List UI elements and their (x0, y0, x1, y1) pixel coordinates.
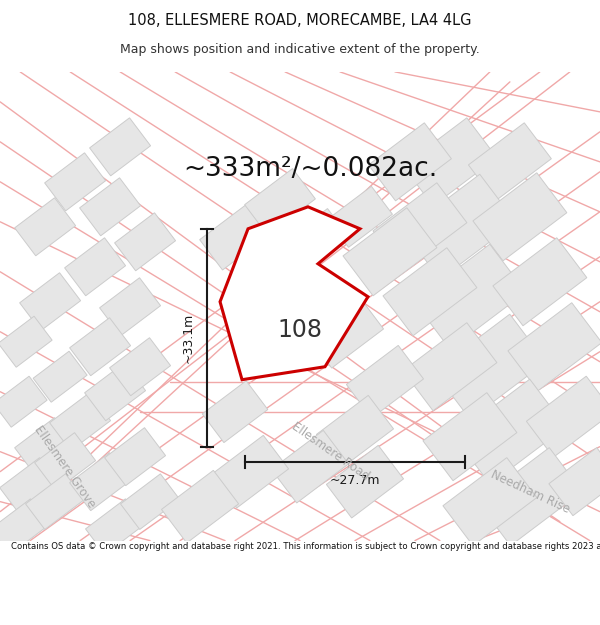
Polygon shape (307, 296, 383, 368)
Polygon shape (65, 238, 125, 296)
Polygon shape (403, 322, 497, 411)
Polygon shape (469, 123, 551, 201)
Text: Ellesmere Grove: Ellesmere Grove (32, 423, 98, 510)
Polygon shape (423, 392, 517, 481)
Polygon shape (0, 458, 61, 516)
Polygon shape (328, 186, 392, 248)
Polygon shape (0, 316, 52, 368)
Polygon shape (473, 173, 567, 261)
Polygon shape (104, 428, 166, 486)
Polygon shape (115, 213, 176, 271)
Polygon shape (443, 458, 537, 546)
Polygon shape (100, 278, 161, 336)
Polygon shape (14, 198, 76, 256)
Polygon shape (508, 302, 600, 391)
Polygon shape (202, 381, 268, 442)
Polygon shape (80, 177, 140, 236)
Text: Ellesmere Road: Ellesmere Road (289, 420, 371, 483)
Polygon shape (326, 446, 404, 518)
Text: Map shows position and indicative extent of the property.: Map shows position and indicative extent… (120, 43, 480, 56)
Polygon shape (70, 318, 131, 376)
Polygon shape (245, 169, 316, 235)
Polygon shape (383, 248, 477, 336)
Polygon shape (526, 376, 600, 458)
Polygon shape (316, 396, 394, 468)
Polygon shape (343, 208, 437, 296)
Text: 108, ELLESMERE ROAD, MORECAMBE, LA4 4LG: 108, ELLESMERE ROAD, MORECAMBE, LA4 4LG (128, 13, 472, 28)
Polygon shape (403, 118, 497, 206)
Polygon shape (414, 244, 526, 349)
Polygon shape (434, 314, 546, 419)
Text: ~27.7m: ~27.7m (330, 474, 380, 487)
Polygon shape (20, 272, 80, 331)
Polygon shape (110, 338, 170, 396)
Text: Needham Rise: Needham Rise (488, 468, 571, 516)
Polygon shape (0, 376, 47, 428)
Polygon shape (404, 174, 516, 279)
Polygon shape (50, 392, 110, 451)
Polygon shape (33, 351, 87, 403)
Polygon shape (86, 499, 145, 554)
Polygon shape (26, 474, 85, 529)
Polygon shape (220, 207, 368, 380)
Polygon shape (346, 346, 424, 418)
Polygon shape (35, 432, 95, 491)
Text: ~33.1m: ~33.1m (182, 312, 195, 363)
Polygon shape (549, 448, 600, 516)
Polygon shape (478, 448, 583, 546)
Polygon shape (454, 379, 566, 484)
Text: 108: 108 (278, 318, 323, 342)
Polygon shape (70, 452, 131, 511)
Polygon shape (85, 362, 146, 421)
Polygon shape (0, 499, 50, 554)
Polygon shape (121, 474, 179, 529)
Polygon shape (161, 471, 239, 543)
Text: Contains OS data © Crown copyright and database right 2021. This information is : Contains OS data © Crown copyright and d… (11, 542, 600, 551)
Polygon shape (89, 118, 151, 176)
Polygon shape (368, 123, 451, 201)
Text: ~333m²/~0.082ac.: ~333m²/~0.082ac. (183, 156, 437, 182)
Polygon shape (14, 418, 76, 476)
Polygon shape (200, 204, 271, 270)
Polygon shape (211, 436, 289, 508)
Polygon shape (271, 431, 349, 503)
Polygon shape (280, 209, 350, 275)
Polygon shape (44, 152, 106, 211)
Polygon shape (493, 238, 587, 326)
Polygon shape (373, 182, 467, 271)
